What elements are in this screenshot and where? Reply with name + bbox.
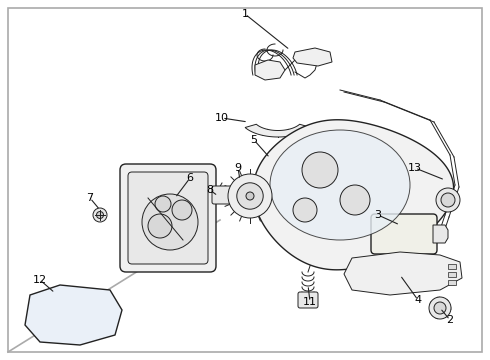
- Polygon shape: [433, 225, 448, 243]
- Text: 6: 6: [187, 173, 194, 183]
- FancyBboxPatch shape: [212, 186, 234, 204]
- Circle shape: [93, 208, 107, 222]
- Polygon shape: [255, 60, 285, 80]
- FancyBboxPatch shape: [448, 264, 456, 269]
- Circle shape: [172, 200, 192, 220]
- Circle shape: [237, 183, 263, 209]
- Circle shape: [142, 194, 198, 250]
- Text: 9: 9: [234, 163, 242, 173]
- Circle shape: [340, 185, 370, 215]
- Text: 10: 10: [215, 113, 229, 123]
- Circle shape: [246, 192, 254, 200]
- Circle shape: [434, 302, 446, 314]
- Text: 13: 13: [408, 163, 422, 173]
- Text: 4: 4: [415, 295, 421, 305]
- Circle shape: [429, 297, 451, 319]
- Polygon shape: [25, 285, 122, 345]
- Polygon shape: [245, 124, 311, 137]
- Ellipse shape: [270, 130, 410, 240]
- FancyBboxPatch shape: [448, 280, 456, 285]
- FancyBboxPatch shape: [298, 292, 318, 308]
- FancyBboxPatch shape: [371, 214, 437, 254]
- Circle shape: [155, 196, 171, 212]
- Text: 3: 3: [374, 210, 382, 220]
- Circle shape: [228, 174, 272, 218]
- Text: 7: 7: [86, 193, 94, 203]
- Polygon shape: [253, 120, 454, 270]
- FancyBboxPatch shape: [448, 272, 456, 277]
- Circle shape: [302, 152, 338, 188]
- Text: 8: 8: [206, 185, 214, 195]
- Circle shape: [436, 188, 460, 212]
- Polygon shape: [344, 252, 462, 295]
- Text: 1: 1: [242, 9, 248, 19]
- Text: 12: 12: [33, 275, 47, 285]
- FancyBboxPatch shape: [120, 164, 216, 272]
- Circle shape: [441, 193, 455, 207]
- Circle shape: [148, 214, 172, 238]
- FancyBboxPatch shape: [128, 172, 208, 264]
- Circle shape: [97, 212, 103, 219]
- Circle shape: [293, 198, 317, 222]
- Polygon shape: [293, 48, 332, 66]
- Text: 2: 2: [446, 315, 454, 325]
- Text: 5: 5: [250, 135, 258, 145]
- Text: 11: 11: [303, 297, 317, 307]
